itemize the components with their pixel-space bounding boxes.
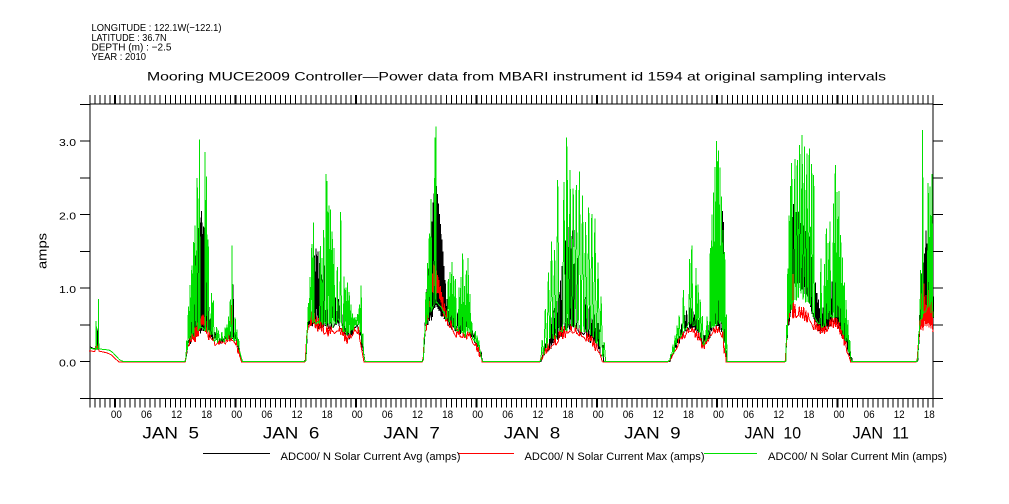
- svg-text:JAN 7: JAN 7: [383, 425, 440, 443]
- svg-text:06: 06: [141, 409, 152, 421]
- svg-text:06: 06: [261, 409, 272, 421]
- svg-text:ADC00/ N Solar Current Max (am: ADC00/ N Solar Current Max (amps): [525, 451, 705, 463]
- svg-text:DEPTH (m) : −2.5: DEPTH (m) : −2.5: [92, 42, 172, 54]
- svg-text:18: 18: [322, 409, 333, 421]
- svg-text:2.0: 2.0: [59, 211, 77, 222]
- svg-text:00: 00: [231, 409, 242, 421]
- svg-text:18: 18: [924, 409, 935, 421]
- svg-text:12: 12: [894, 409, 905, 421]
- svg-text:JAN 10: JAN 10: [745, 425, 802, 443]
- svg-text:YEAR : 2010: YEAR : 2010: [92, 51, 147, 63]
- svg-text:JAN 5: JAN 5: [142, 425, 199, 443]
- svg-text:JAN 8: JAN 8: [504, 425, 561, 443]
- svg-text:3.0: 3.0: [59, 138, 77, 149]
- svg-text:LATITUDE : 36.7N: LATITUDE : 36.7N: [92, 32, 167, 44]
- svg-text:JAN 11: JAN 11: [852, 425, 909, 443]
- svg-text:06: 06: [382, 409, 393, 421]
- svg-text:18: 18: [201, 409, 212, 421]
- svg-text:ADC00/ N Solar Current Avg (am: ADC00/ N Solar Current Avg (amps): [281, 451, 461, 463]
- svg-text:12: 12: [653, 409, 664, 421]
- svg-text:1.0: 1.0: [59, 285, 77, 296]
- svg-text:12: 12: [412, 409, 423, 421]
- svg-text:18: 18: [563, 409, 574, 421]
- svg-text:06: 06: [864, 409, 875, 421]
- svg-text:0.0: 0.0: [59, 358, 77, 369]
- svg-text:JAN 9: JAN 9: [624, 425, 681, 443]
- svg-text:18: 18: [683, 409, 694, 421]
- svg-text:LONGITUDE : 122.1W(−122.1): LONGITUDE : 122.1W(−122.1): [92, 22, 222, 34]
- svg-text:12: 12: [171, 409, 182, 421]
- svg-text:00: 00: [352, 409, 363, 421]
- svg-text:06: 06: [623, 409, 634, 421]
- svg-text:06: 06: [743, 409, 754, 421]
- svg-text:ADC00/ N Solar Current Min (am: ADC00/ N Solar Current Min (amps): [768, 451, 947, 463]
- svg-text:amps: amps: [35, 232, 50, 269]
- svg-text:18: 18: [442, 409, 453, 421]
- svg-text:00: 00: [713, 409, 724, 421]
- svg-text:12: 12: [773, 409, 784, 421]
- svg-text:00: 00: [834, 409, 845, 421]
- svg-text:12: 12: [532, 409, 543, 421]
- svg-text:00: 00: [111, 409, 122, 421]
- svg-text:00: 00: [593, 409, 604, 421]
- svg-text:Mooring MUCE2009 Controller—Po: Mooring MUCE2009 Controller—Power data f…: [147, 70, 886, 84]
- svg-text:18: 18: [803, 409, 814, 421]
- svg-text:12: 12: [292, 409, 303, 421]
- svg-text:06: 06: [502, 409, 513, 421]
- svg-text:JAN 6: JAN 6: [263, 425, 320, 443]
- svg-text:00: 00: [472, 409, 483, 421]
